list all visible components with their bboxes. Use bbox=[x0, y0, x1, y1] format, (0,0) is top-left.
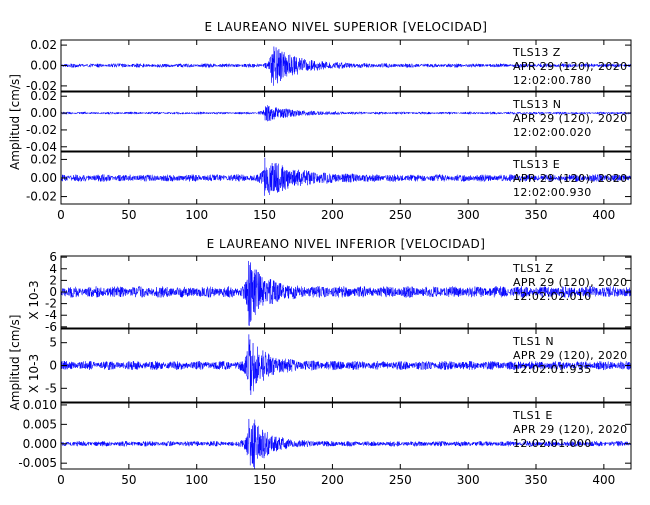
waveform-trace bbox=[61, 157, 631, 196]
channel-label: TLS13 N bbox=[512, 98, 561, 111]
y-tick-label: 4 bbox=[49, 262, 57, 276]
waveform-trace bbox=[61, 260, 631, 326]
channel-label: TLS1 N bbox=[512, 335, 554, 348]
time-label: 12:02:01.935 bbox=[513, 363, 592, 376]
y-tick-label: -0.02 bbox=[26, 79, 57, 93]
waveform-trace bbox=[61, 418, 631, 469]
date-label: APR 29 (120), 2020 bbox=[513, 60, 628, 73]
y-tick-label: -0.02 bbox=[26, 123, 57, 137]
date-label: APR 29 (120), 2020 bbox=[513, 112, 628, 125]
y-tick-label: 5 bbox=[49, 336, 57, 350]
time-label: 12:02:01.000 bbox=[513, 437, 592, 450]
y-tick-label: 0.000 bbox=[23, 437, 57, 451]
y-tick-label: 0.00 bbox=[30, 59, 57, 73]
time-label: 12:02:00.780 bbox=[513, 74, 592, 87]
date-label: APR 29 (120), 2020 bbox=[513, 423, 628, 436]
y-scale-label: X 10-3 bbox=[27, 280, 41, 319]
y-axis-label: Amplitud [cm/s] bbox=[8, 315, 22, 411]
y-tick-label: -0.005 bbox=[18, 456, 57, 470]
x-tick-label: 100 bbox=[185, 473, 208, 487]
x-tick-label: 250 bbox=[389, 473, 412, 487]
chart-title: E LAUREANO NIVEL SUPERIOR [VELOCIDAD] bbox=[205, 20, 488, 34]
panel-frame bbox=[60, 402, 632, 470]
x-tick-label: 300 bbox=[457, 208, 480, 222]
y-tick-label: -6 bbox=[45, 320, 57, 334]
date-label: APR 29 (120), 2020 bbox=[513, 172, 628, 185]
time-label: 12:02:00.020 bbox=[513, 126, 592, 139]
y-tick-label: 0.02 bbox=[30, 89, 57, 103]
panel-frame bbox=[60, 91, 632, 152]
y-tick-label: -5 bbox=[45, 381, 57, 395]
x-tick-label: 0 bbox=[57, 208, 65, 222]
x-tick-label: 150 bbox=[253, 208, 276, 222]
channel-label: TLS13 E bbox=[512, 158, 560, 171]
x-tick-label: 400 bbox=[592, 473, 615, 487]
waveform-trace bbox=[61, 334, 631, 395]
y-tick-label: -4 bbox=[45, 308, 57, 322]
y-tick-label: -0.02 bbox=[26, 190, 57, 204]
x-tick-label: 50 bbox=[121, 208, 136, 222]
channel-label: TLS13 Z bbox=[512, 46, 561, 59]
y-tick-label: 0.005 bbox=[23, 417, 57, 431]
y-tick-label: 0.00 bbox=[30, 171, 57, 185]
x-tick-label: 400 bbox=[592, 208, 615, 222]
date-label: APR 29 (120), 2020 bbox=[513, 276, 628, 289]
chart-title: E LAUREANO NIVEL INFERIOR [VELOCIDAD] bbox=[207, 237, 486, 251]
waveform-trace bbox=[61, 46, 631, 86]
y-tick-label: -2 bbox=[45, 297, 57, 311]
y-tick-label: 0.010 bbox=[23, 398, 57, 412]
y-tick-label: 0.02 bbox=[30, 152, 57, 166]
y-tick-label: 0.02 bbox=[30, 38, 57, 52]
y-tick-label: 0.00 bbox=[30, 106, 57, 120]
date-label: APR 29 (120), 2020 bbox=[513, 349, 628, 362]
y-tick-label: 6 bbox=[49, 250, 57, 264]
y-tick-label: -0.04 bbox=[26, 140, 57, 154]
x-tick-label: 300 bbox=[457, 473, 480, 487]
y-tick-label: 0 bbox=[49, 359, 57, 373]
time-label: 12:02:02.010 bbox=[513, 290, 592, 303]
x-tick-label: 250 bbox=[389, 208, 412, 222]
y-tick-label: 2 bbox=[49, 273, 57, 287]
channel-label: TLS1 E bbox=[512, 409, 553, 422]
x-tick-label: 200 bbox=[321, 208, 344, 222]
y-tick-label: 0 bbox=[49, 285, 57, 299]
x-tick-label: 350 bbox=[525, 208, 548, 222]
time-label: 12:02:00.930 bbox=[513, 186, 592, 199]
x-tick-label: 0 bbox=[57, 473, 65, 487]
x-tick-label: 50 bbox=[121, 473, 136, 487]
x-tick-label: 100 bbox=[185, 208, 208, 222]
channel-label: TLS1 Z bbox=[512, 262, 553, 275]
y-axis-label: Amplitud [cm/s] bbox=[8, 74, 22, 170]
x-tick-label: 350 bbox=[525, 473, 548, 487]
x-tick-label: 150 bbox=[253, 473, 276, 487]
y-scale-label: X 10-3 bbox=[27, 354, 41, 393]
waveform-trace bbox=[61, 105, 631, 122]
x-tick-label: 200 bbox=[321, 473, 344, 487]
